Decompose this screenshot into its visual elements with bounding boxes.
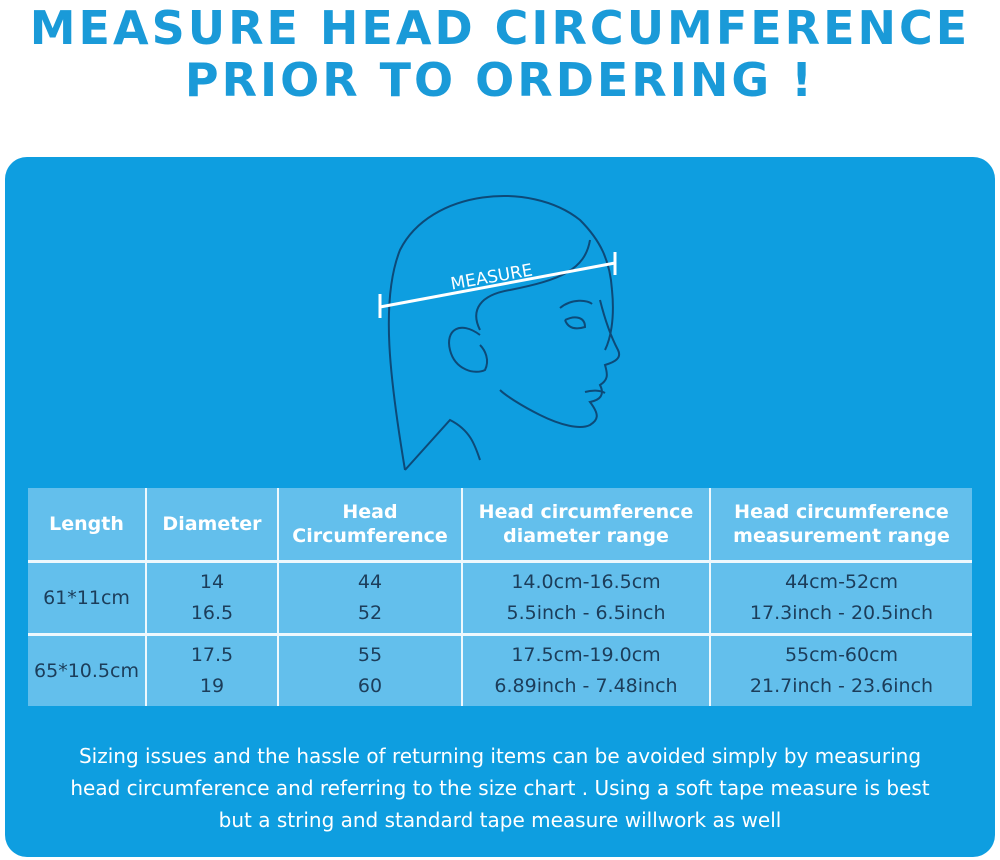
header-head-circumference: Head Circumference xyxy=(277,488,462,562)
table-header-row: Length Diameter Head Circumference Head c… xyxy=(28,488,972,562)
cell-measurement-range: 55cm-60cm 21.7inch - 23.6inch xyxy=(709,633,972,706)
measure-label: MEASURE xyxy=(449,260,534,294)
note-line: Sizing issues and the hassle of returnin… xyxy=(78,744,922,768)
hair-back xyxy=(404,418,481,471)
cell-diameter-range: 17.5cm-19.0cm 6.89inch - 7.48inch xyxy=(461,633,710,706)
ear xyxy=(448,326,489,373)
cell-head: 44 52 xyxy=(277,560,462,635)
cell-measurement-range: 44cm-52cm 17.3inch - 20.5inch xyxy=(709,560,972,635)
header-diameter: Diameter xyxy=(145,488,278,562)
title-line-2: PRIOR TO ORDERING ! xyxy=(184,53,816,107)
header-measurement-range: Head circumference measurement range xyxy=(709,488,972,562)
cell-length: 65*10.5cm xyxy=(28,633,146,706)
face-profile xyxy=(499,299,621,428)
note-line: head circumference and referring to the … xyxy=(70,776,930,800)
hair-fringe xyxy=(475,239,591,331)
title-line-1: MEASURE HEAD CIRCUMFERENCE xyxy=(29,1,971,55)
table-row: 61*11cm 14 16.5 44 52 14.0cm-16.5cm 5.5inch… xyxy=(28,560,972,635)
measure-line xyxy=(379,261,616,309)
note-line: but a string and standard tape measure w… xyxy=(218,808,782,832)
eye xyxy=(559,299,593,330)
size-table: Length Diameter Head Circumference Head c… xyxy=(28,488,972,706)
cell-diameter-range: 14.0cm-16.5cm 5.5inch - 6.5inch xyxy=(461,560,710,635)
header-diameter-range: Head circumference diameter range xyxy=(461,488,710,562)
sizing-note: Sizing issues and the hassle of returnin… xyxy=(0,740,1000,836)
cell-length: 61*11cm xyxy=(28,560,146,635)
table-row: 65*10.5cm 17.5 19 55 60 17.5cm-19.0cm 6.89i… xyxy=(28,633,972,706)
head-measure-illustration: MEASURE xyxy=(378,195,621,471)
mouth xyxy=(584,389,606,394)
header-length: Length xyxy=(28,488,146,562)
cell-diameter: 17.5 19 xyxy=(145,633,278,706)
hair-outline xyxy=(387,195,614,471)
cell-diameter: 14 16.5 xyxy=(145,560,278,635)
cell-head: 55 60 xyxy=(277,633,462,706)
